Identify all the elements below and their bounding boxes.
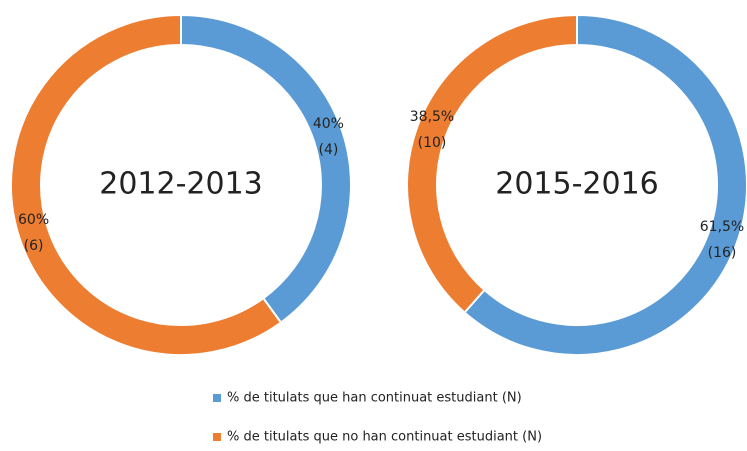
legend-swatch [213, 394, 221, 402]
legend-label: % de titulats que han continuat estudian… [227, 391, 522, 406]
value-label: 38,5% [410, 109, 454, 125]
chart-title: 2012-2013 [99, 167, 263, 202]
value-label: 61,5% [700, 219, 744, 235]
count-label: (6) [24, 238, 44, 254]
value-label: 40% [313, 116, 344, 132]
donut-slice [10, 13, 283, 356]
donut-slice [406, 13, 578, 314]
count-label: (16) [708, 245, 737, 261]
count-label: (4) [318, 142, 338, 158]
donut-slice [463, 13, 747, 356]
count-label: (10) [418, 135, 447, 151]
value-label: 60% [18, 212, 49, 228]
chart-title: 2015-2016 [495, 167, 659, 202]
legend-label: % de titulats que no han continuat estud… [227, 430, 542, 445]
legend-swatch [213, 433, 221, 441]
